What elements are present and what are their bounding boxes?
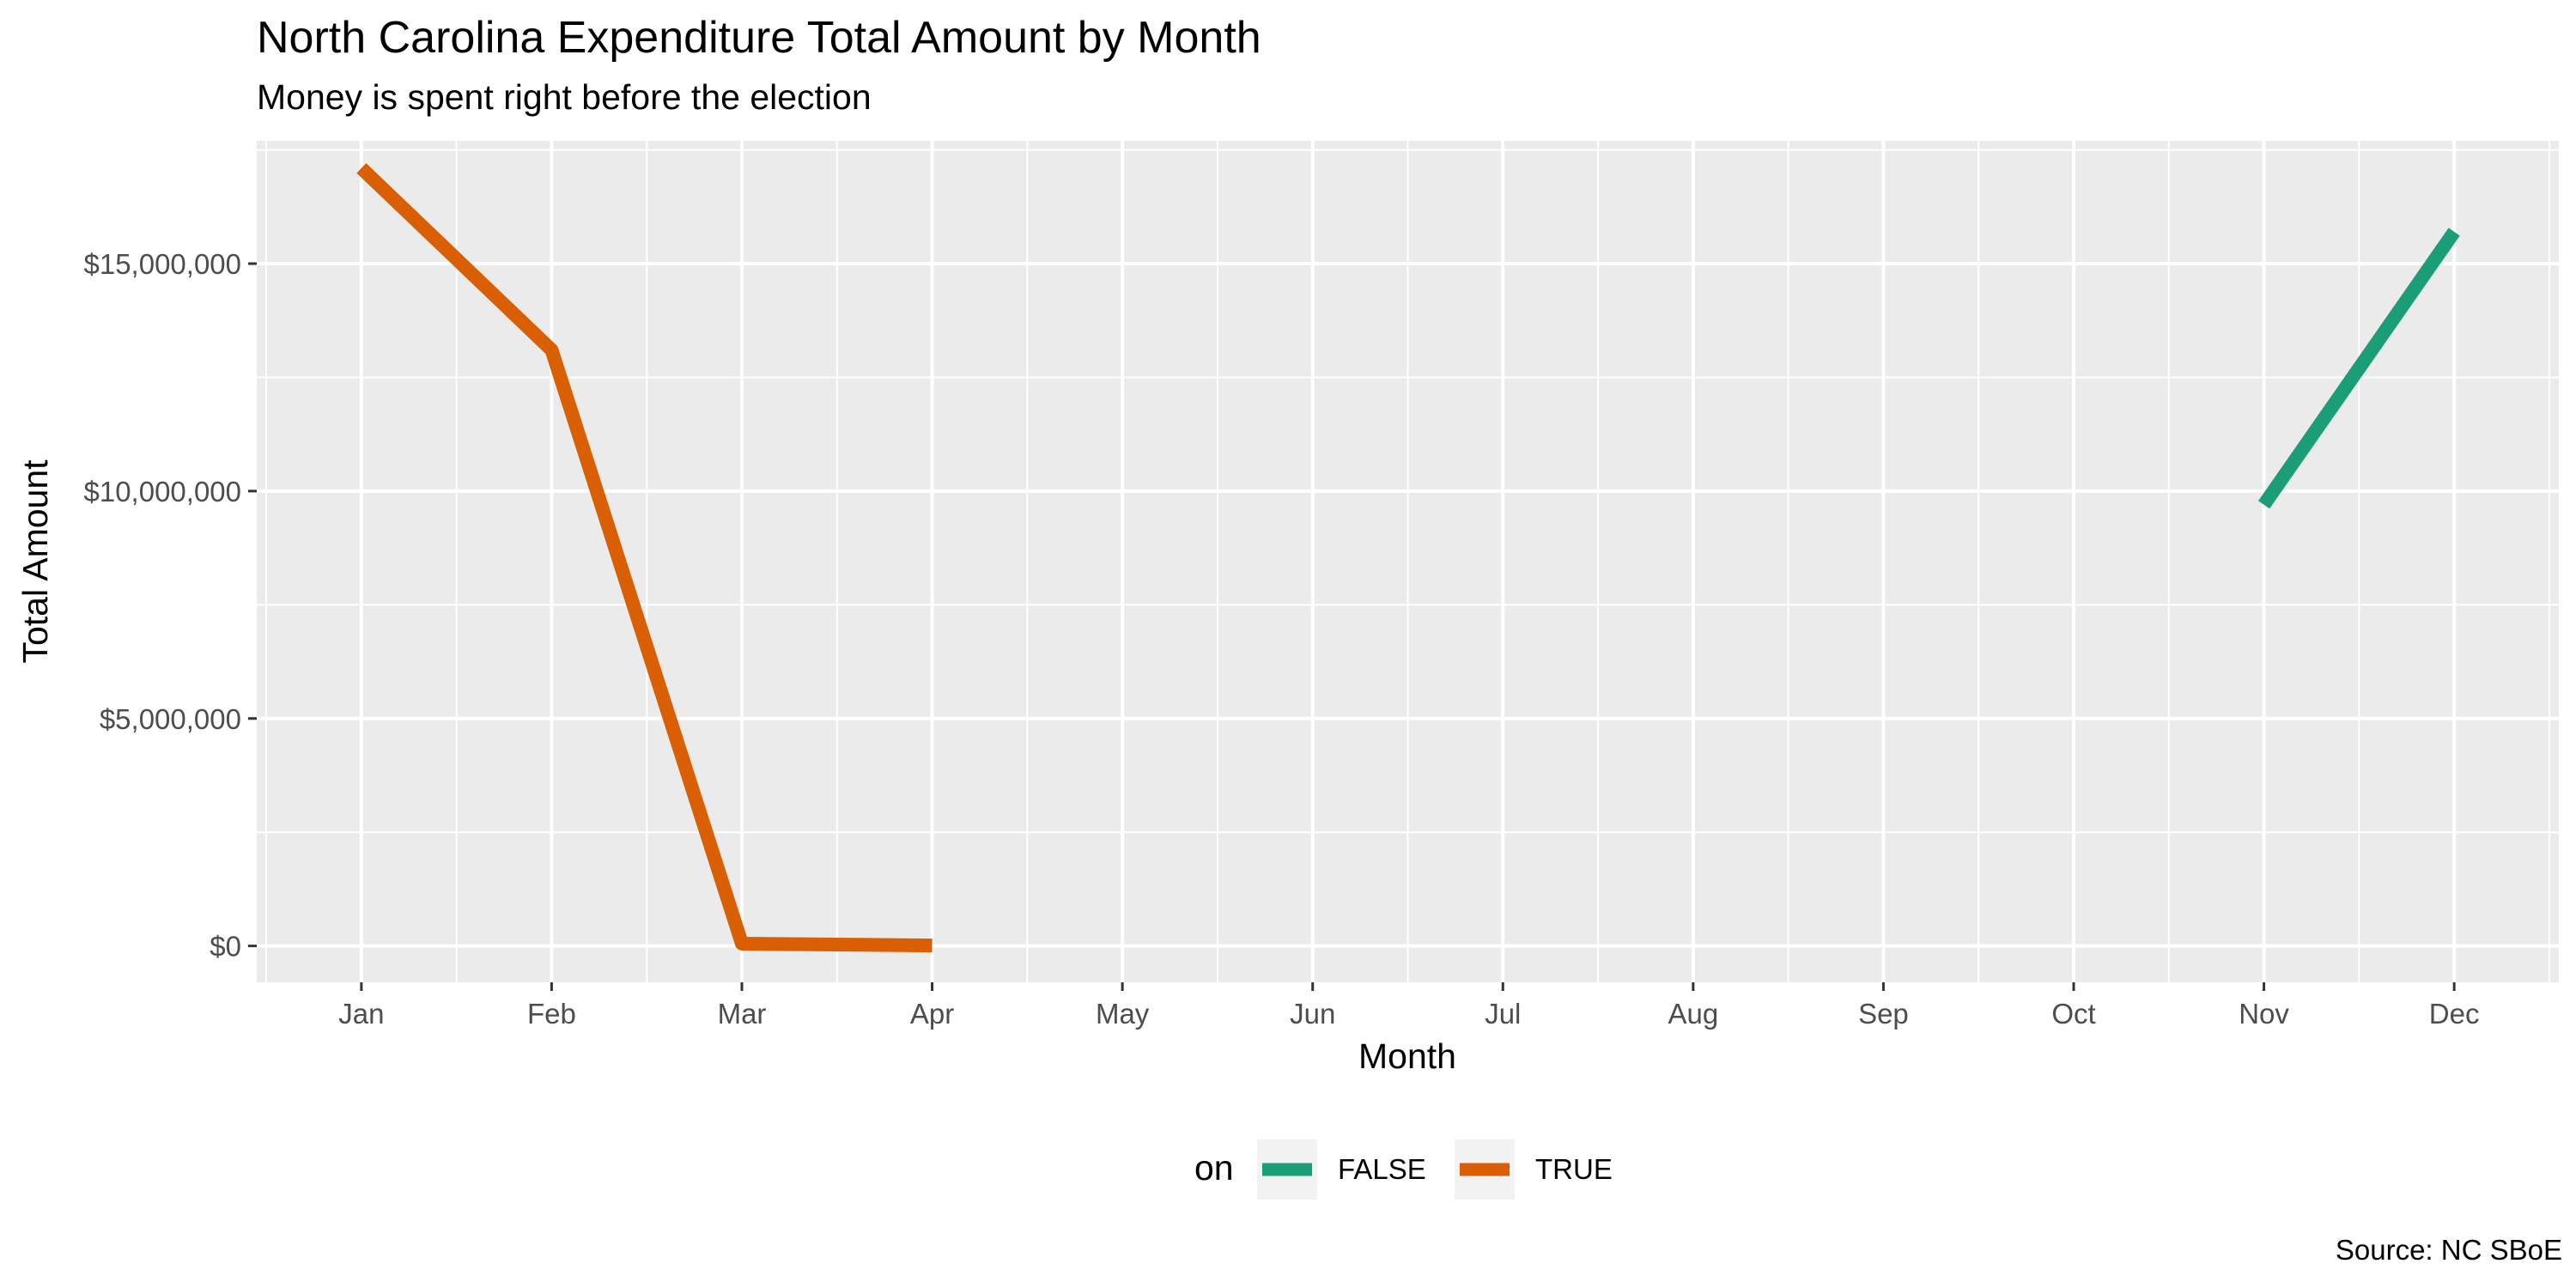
chart-caption: Source: NC SBoE [2335,1234,2562,1266]
y-tick-label: $15,000,000 [83,248,241,280]
x-tick-label: Jan [338,998,384,1030]
legend-label-false: FALSE [1338,1153,1426,1185]
y-tick-label: $10,000,000 [83,476,241,507]
grid-major [257,141,2559,982]
series-line-true [356,163,933,953]
x-tick-label: Nov [2239,998,2289,1030]
y-axis: $0 $5,000,000 $10,000,000 $15,000,000 [83,248,257,963]
x-tick-label: Feb [527,998,576,1030]
x-tick-label: Oct [2051,998,2095,1030]
x-tick-label: Dec [2429,998,2480,1030]
x-tick-label: Mar [718,998,767,1030]
legend: on FALSE TRUE [1194,1139,1613,1200]
legend-label-true: TRUE [1535,1153,1613,1185]
y-tick-label: $5,000,000 [100,703,241,735]
x-tick-label: Jul [1485,998,1521,1030]
x-axis: Jan Feb Mar Apr May Jun Jul Aug Sep Oct Nov Dec [338,982,2479,1030]
x-tick-label: Aug [1668,998,1718,1030]
series-layer [356,163,2460,953]
x-tick-label: Sep [1858,998,1909,1030]
y-axis-title: Total Amount [15,459,55,664]
x-axis-title: Month [1358,1036,1456,1076]
grid-minor [257,141,2559,982]
chart-title: North Carolina Expenditure Total Amount … [257,13,1261,63]
x-tick-label: May [1096,998,1150,1030]
x-tick-label: Jun [1290,998,1335,1030]
x-tick-label: Apr [910,998,954,1030]
y-tick-label: $0 [210,931,241,963]
legend-title: on [1194,1148,1234,1188]
series-line-false [2258,228,2460,509]
chart-subtitle: Money is spent right before the election [257,77,872,117]
